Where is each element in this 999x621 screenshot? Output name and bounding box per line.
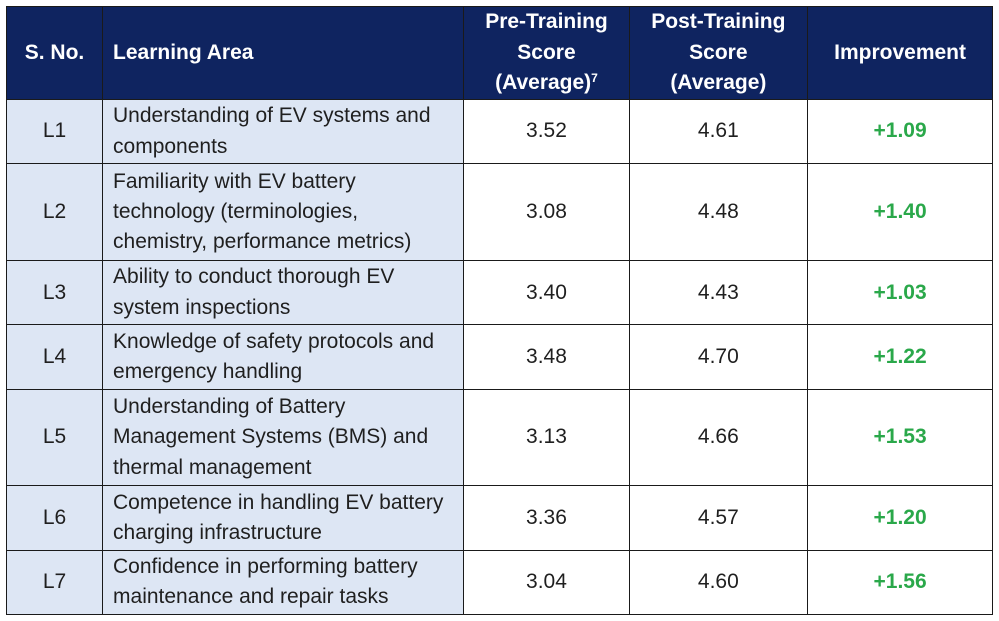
header-pre-line3: (Average) [495, 71, 592, 95]
header-post-training-score: Post-Training Score (Average) [628, 6, 809, 100]
row-post-score: 4.43 [628, 260, 809, 326]
header-post-line2: Score [689, 40, 748, 64]
table-row: L5 Understanding of Battery Management S… [5, 388, 993, 487]
row-pre-score: 3.04 [463, 549, 630, 616]
row-post-score: 4.70 [628, 324, 809, 390]
row-post-score: 4.57 [628, 485, 809, 551]
row-improvement: +1.22 [807, 324, 993, 390]
header-post-line1: Post-Training [651, 10, 786, 34]
row-sno: L5 [5, 388, 104, 487]
row-post-score: 4.48 [628, 163, 809, 262]
header-row: S. No. Learning Area Pre-Training Score … [5, 6, 993, 100]
row-post-score: 4.66 [628, 388, 809, 487]
header-pre-line2: Score [517, 40, 576, 64]
row-improvement: +1.53 [807, 388, 993, 487]
row-improvement: +1.20 [807, 485, 993, 551]
row-learning-area: Understanding of Battery Management Syst… [102, 388, 465, 487]
row-sno: L3 [5, 260, 104, 326]
row-sno: L6 [5, 485, 104, 551]
row-learning-area: Ability to conduct thorough EV system in… [102, 260, 465, 326]
header-improvement: Improvement [807, 6, 993, 100]
row-learning-area: Familiarity with EV battery technology (… [102, 163, 465, 262]
row-pre-score: 3.08 [463, 163, 630, 262]
row-sno: L1 [5, 98, 104, 165]
table-header: S. No. Learning Area Pre-Training Score … [5, 6, 993, 100]
row-improvement: +1.03 [807, 260, 993, 326]
row-pre-score: 3.40 [463, 260, 630, 326]
row-improvement: +1.40 [807, 163, 993, 262]
row-sno: L4 [5, 324, 104, 390]
table-row: L6 Competence in handling EV battery cha… [5, 485, 993, 551]
row-post-score: 4.61 [628, 98, 809, 165]
header-pre-training-score: Pre-Training Score (Average)7 [463, 6, 630, 100]
row-pre-score: 3.36 [463, 485, 630, 551]
row-improvement: +1.56 [807, 549, 993, 616]
row-improvement: +1.09 [807, 98, 993, 165]
table-row: L7 Confidence in performing battery main… [5, 549, 993, 616]
row-learning-area: Confidence in performing battery mainten… [102, 549, 465, 616]
row-learning-area: Knowledge of safety protocols and emerge… [102, 324, 465, 390]
row-pre-score: 3.52 [463, 98, 630, 165]
header-pre-footnote: 7 [591, 71, 598, 86]
table-row: L2 Familiarity with EV battery technolog… [5, 163, 993, 262]
row-pre-score: 3.48 [463, 324, 630, 390]
row-learning-area: Understanding of EV systems and componen… [102, 98, 465, 165]
header-sno: S. No. [5, 6, 104, 100]
header-post-line3: (Average) [670, 71, 767, 95]
table-row: L3 Ability to conduct thorough EV system… [5, 260, 993, 326]
header-learning-area: Learning Area [102, 6, 465, 100]
header-pre-line1: Pre-Training [485, 10, 608, 34]
row-pre-score: 3.13 [463, 388, 630, 487]
row-post-score: 4.60 [628, 549, 809, 616]
table-row: L4 Knowledge of safety protocols and eme… [5, 324, 993, 390]
row-sno: L7 [5, 549, 104, 616]
training-scores-table-container: S. No. Learning Area Pre-Training Score … [5, 6, 993, 616]
table-body: L1 Understanding of EV systems and compo… [5, 98, 993, 616]
training-scores-table: S. No. Learning Area Pre-Training Score … [5, 6, 993, 616]
row-sno: L2 [5, 163, 104, 262]
row-learning-area: Competence in handling EV battery chargi… [102, 485, 465, 551]
table-row: L1 Understanding of EV systems and compo… [5, 98, 993, 165]
